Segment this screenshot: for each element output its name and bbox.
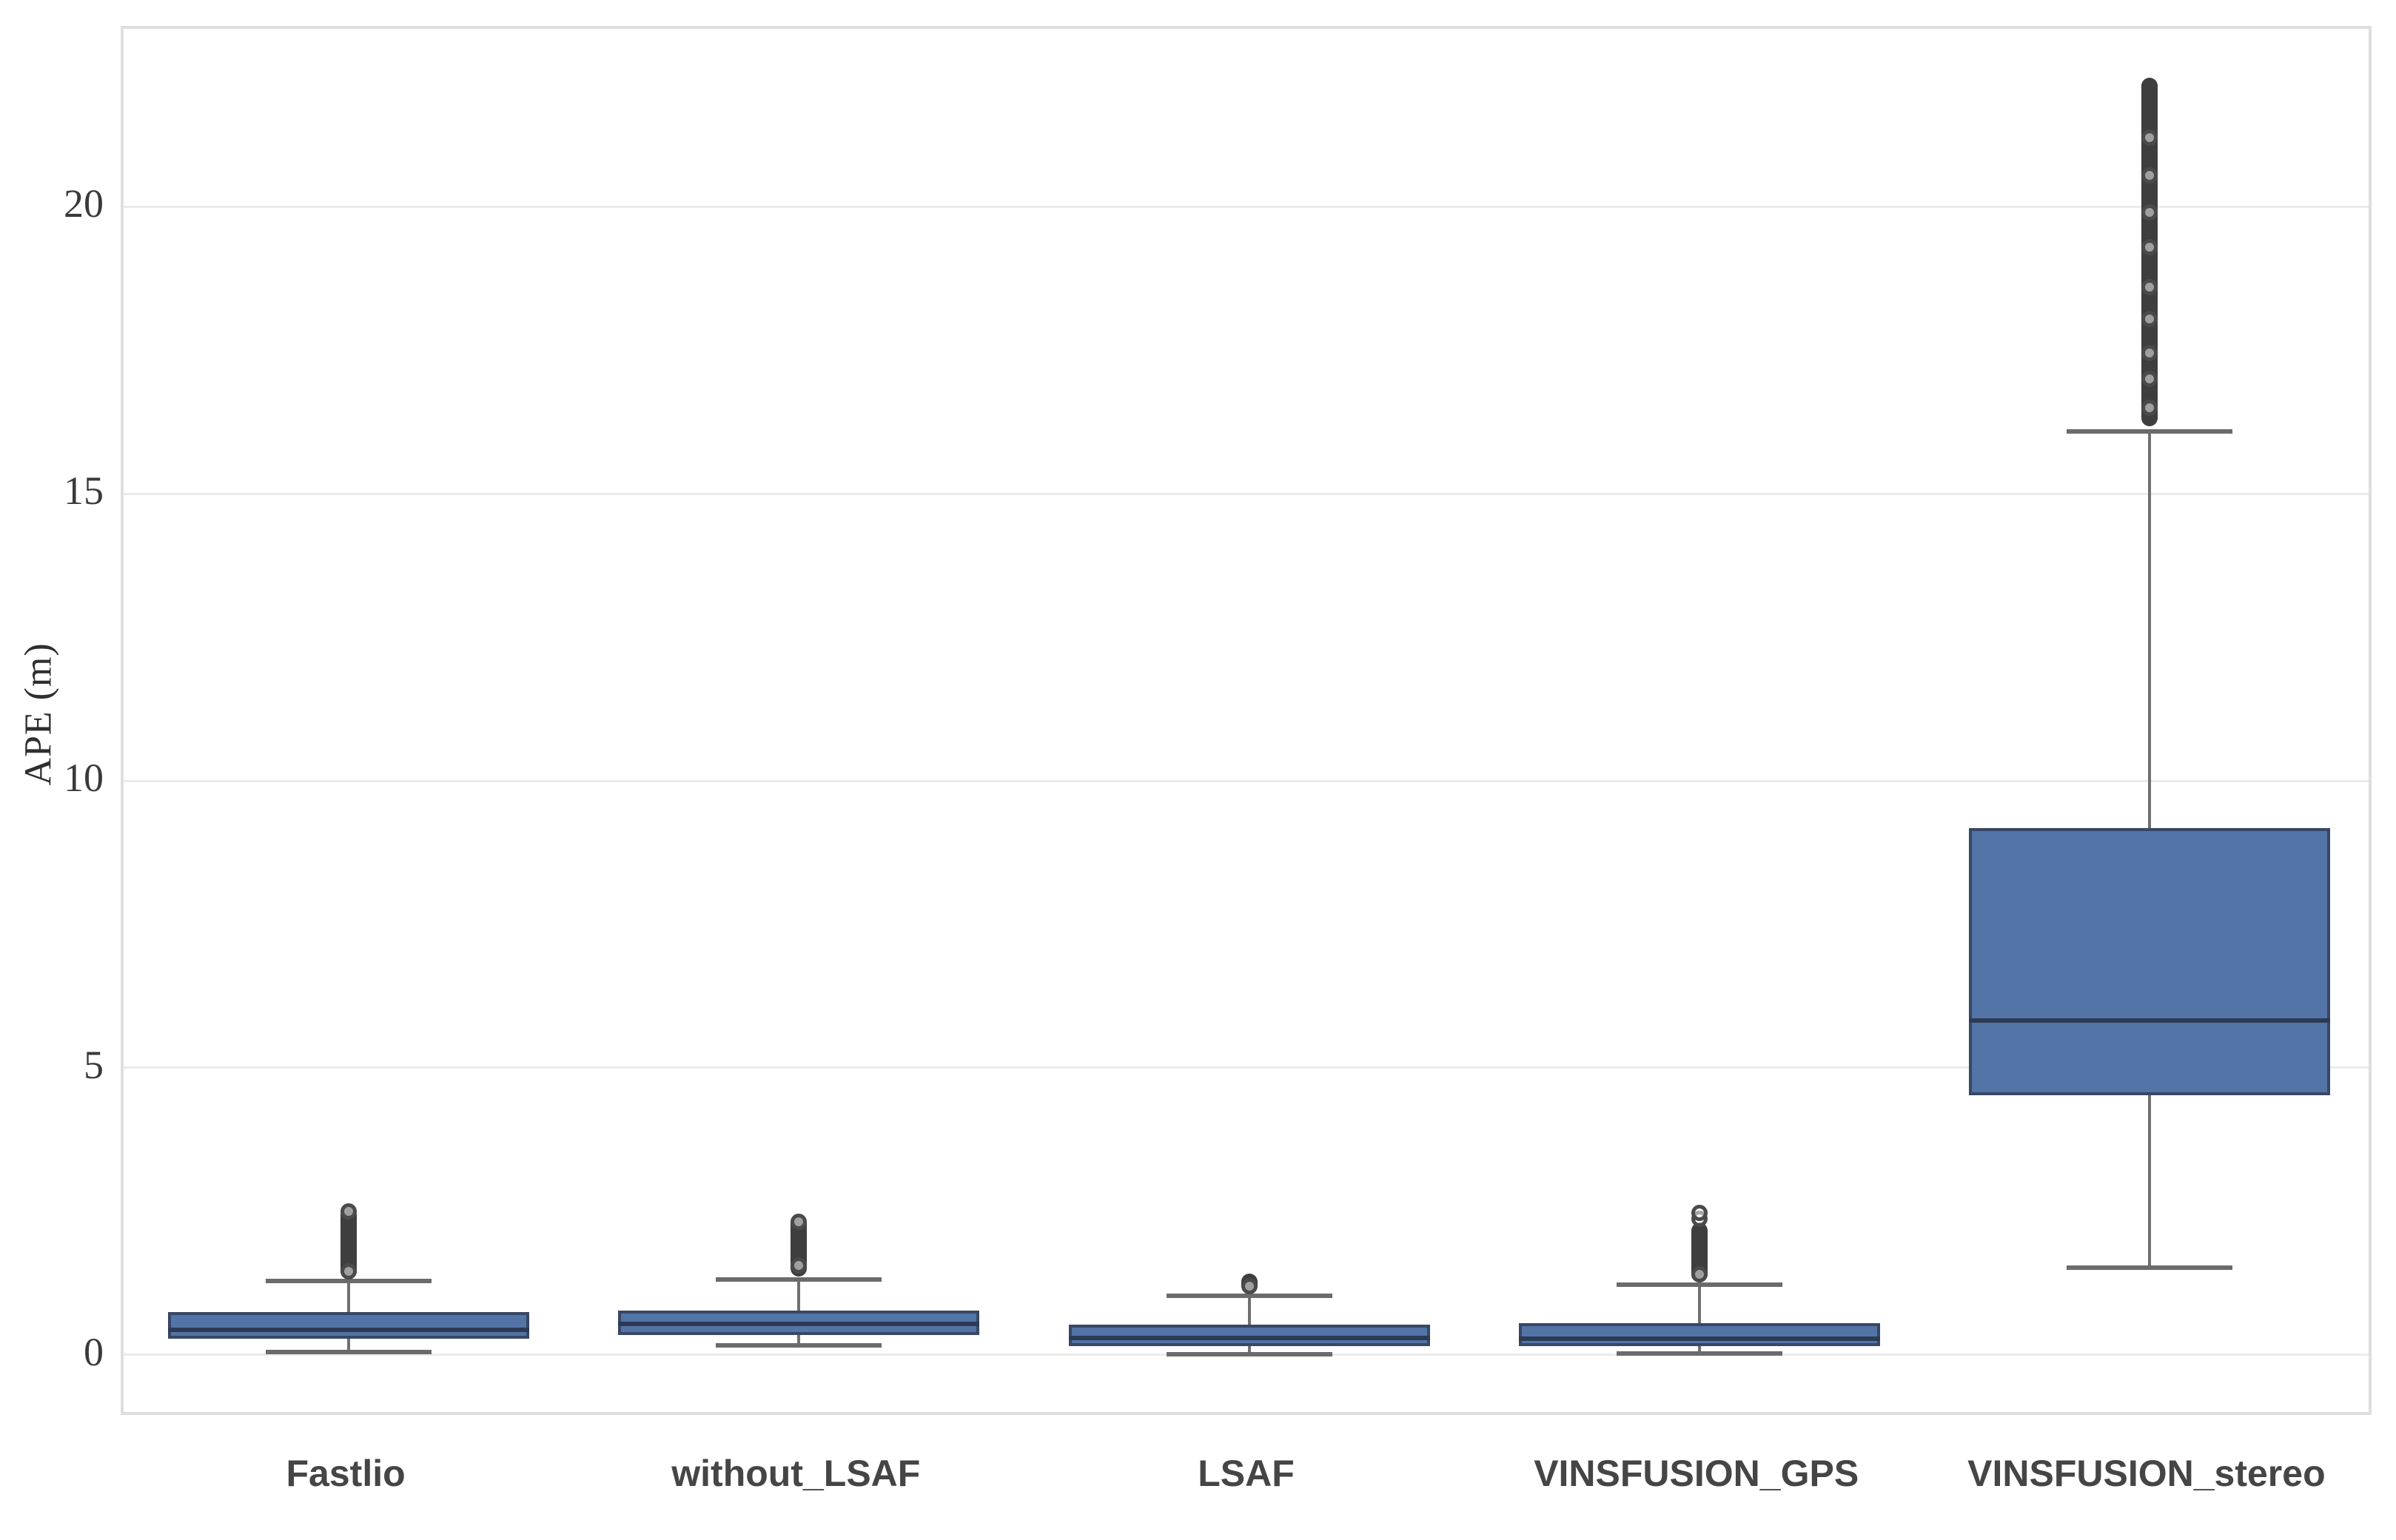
outlier-ring-VINSFUSION_stereo	[2141, 279, 2158, 296]
outlier-column-Fastlio	[340, 1206, 358, 1279]
x-tick-label-LSAF: LSAF	[1198, 1453, 1295, 1494]
outlier-ring-VINSFUSION_GPS	[1691, 1205, 1708, 1222]
upper-whisker-without_LSAF	[797, 1280, 801, 1311]
x-tick-label-without_LSAF: without_LSAF	[671, 1453, 921, 1494]
outlier-ring-VINSFUSION_stereo	[2141, 238, 2158, 255]
outlier-ring-without_LSAF	[791, 1257, 808, 1274]
box-VINSFUSION_stereo	[1968, 827, 2330, 1096]
upper-cap-Fastlio	[266, 1278, 432, 1283]
x-tick-label-VINSFUSION_stereo: VINSFUSION_stereo	[1967, 1453, 2326, 1494]
outlier-ring-VINSFUSION_stereo	[2141, 310, 2158, 327]
outlier-ring-VINSFUSION_stereo	[2141, 167, 2158, 184]
box-Fastlio	[168, 1312, 530, 1339]
upper-whisker-VINSFUSION_GPS	[1697, 1285, 1701, 1323]
lower-cap-VINSFUSION_GPS	[1616, 1351, 1782, 1356]
upper-cap-LSAF	[1166, 1293, 1332, 1298]
median-VINSFUSION_stereo	[1968, 1018, 2330, 1023]
x-tick-label-VINSFUSION_GPS: VINSFUSION_GPS	[1534, 1453, 1859, 1494]
outlier-ring-VINSFUSION_stereo	[2141, 130, 2158, 147]
outlier-ring-VINSFUSION_stereo	[2141, 399, 2158, 416]
gridline-y-20	[124, 205, 2369, 208]
median-without_LSAF	[618, 1321, 980, 1326]
box-VINSFUSION_GPS	[1518, 1323, 1880, 1347]
y-tick-label: 20	[64, 181, 104, 226]
box-LSAF	[1068, 1325, 1430, 1347]
outlier-ring-Fastlio	[340, 1203, 358, 1220]
outlier-ring-Fastlio	[340, 1263, 358, 1280]
upper-cap-VINSFUSION_GPS	[1616, 1282, 1782, 1288]
outlier-ring-VINSFUSION_stereo	[2141, 345, 2158, 362]
lower-whisker-VINSFUSION_GPS	[1697, 1346, 1701, 1354]
y-tick-label: 5	[84, 1042, 104, 1087]
outlier-ring-VINSFUSION_GPS	[1691, 1266, 1708, 1283]
lower-cap-without_LSAF	[716, 1343, 882, 1348]
gridline-y-10	[124, 779, 2369, 782]
gridline-y-5	[124, 1066, 2369, 1069]
outlier-ring-VINSFUSION_stereo	[2141, 204, 2158, 221]
lower-cap-Fastlio	[266, 1349, 432, 1354]
plot-area	[121, 26, 2372, 1415]
upper-whisker-Fastlio	[347, 1280, 351, 1313]
x-tick-label-Fastlio: Fastlio	[286, 1453, 406, 1494]
outlier-ring-LSAF	[1241, 1277, 1258, 1294]
median-VINSFUSION_GPS	[1518, 1336, 1880, 1341]
y-tick-label: 15	[64, 468, 104, 514]
lower-whisker-without_LSAF	[797, 1335, 801, 1346]
lower-whisker-LSAF	[1247, 1346, 1251, 1354]
median-LSAF	[1068, 1336, 1430, 1341]
outlier-ring-VINSFUSION_stereo	[2141, 371, 2158, 388]
outlier-ring-without_LSAF	[791, 1213, 808, 1230]
median-Fastlio	[168, 1327, 530, 1332]
upper-cap-VINSFUSION_stereo	[2066, 429, 2232, 434]
gridline-y-15	[124, 492, 2369, 495]
lower-cap-VINSFUSION_stereo	[2066, 1265, 2232, 1270]
upper-cap-without_LSAF	[716, 1277, 882, 1282]
y-tick-label: 10	[64, 756, 104, 801]
lower-whisker-Fastlio	[347, 1338, 351, 1352]
upper-whisker-LSAF	[1247, 1295, 1251, 1325]
upper-whisker-VINSFUSION_stereo	[2147, 431, 2151, 828]
y-tick-label: 0	[84, 1329, 104, 1374]
lower-whisker-VINSFUSION_stereo	[2147, 1095, 2151, 1268]
lower-cap-LSAF	[1166, 1351, 1332, 1356]
